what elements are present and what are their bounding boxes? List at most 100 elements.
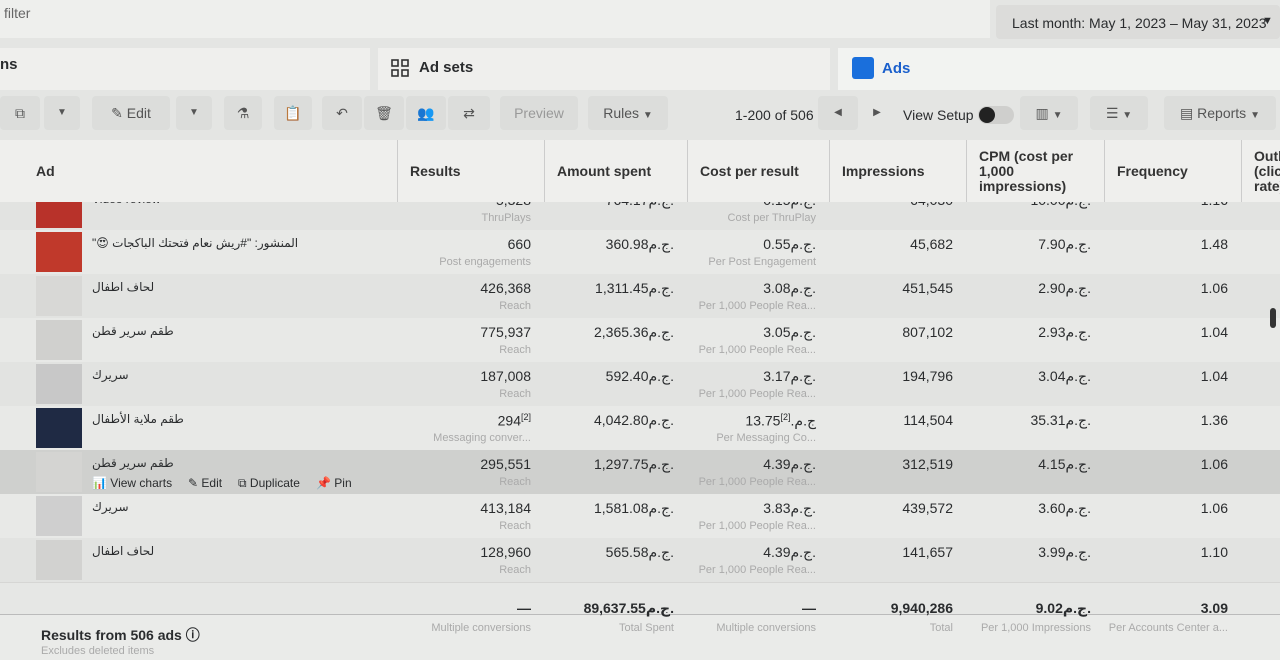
- tab[interactable]: [0, 48, 370, 90]
- cell-results: 413,184: [398, 500, 531, 516]
- frequency-value: 1.36: [1200, 412, 1228, 428]
- column-header[interactable]: Amount spent: [545, 140, 688, 202]
- cpr-subtext: Per 1,000 People Rea...: [698, 564, 816, 576]
- ad-name[interactable]: طقم سرير قطن: [92, 324, 174, 338]
- frequency-value: 1.06: [1200, 456, 1228, 472]
- ad-name[interactable]: لحاف اطفال: [92, 280, 155, 294]
- table-row[interactable]: طقم سرير قطن 295,551 Reach 1,297.75ج.م. 4.39…: [0, 450, 1280, 495]
- table-row[interactable]: لحاف اطفال 426,368 Reach 1,311.45ج.م. 3.08ج.…: [0, 274, 1280, 319]
- impressions-value: 141,657: [902, 544, 953, 560]
- cell-results: 775,937: [398, 324, 531, 340]
- date-picker[interactable]: [996, 5, 1280, 39]
- cell-cpr: 4.39ج.م.: [688, 456, 816, 473]
- cpr-value: 0.55ج.م.: [763, 236, 816, 252]
- ad-name[interactable]: طقم ملاية الأطفال: [92, 412, 184, 426]
- ad-name[interactable]: لحاف اطفال: [92, 544, 155, 558]
- spent-value: 1,581.08ج.م.: [594, 500, 674, 516]
- cell-impressions: 114,504: [830, 412, 953, 428]
- row-action[interactable]: 📊 View charts: [92, 476, 173, 490]
- ad-name[interactable]: سريرك: [92, 368, 129, 382]
- delete-button[interactable]: 🗑: [364, 96, 404, 130]
- cell-impressions: 312,519: [830, 456, 953, 472]
- cell-results: 660: [398, 236, 531, 252]
- dropdown-button[interactable]: ▼: [44, 96, 80, 130]
- cell-spent: 764.17ج.م.: [545, 202, 674, 209]
- cell-cpr: 3.05ج.م.: [688, 324, 816, 341]
- cell-frequency: 1.04: [1105, 324, 1228, 340]
- ad-name[interactable]: طقم سرير قطن: [92, 456, 174, 470]
- column-header[interactable]: Impressions: [830, 140, 967, 202]
- ad-name[interactable]: المنشور: "#ريش نعام فتحتك الباكجات 😍": [92, 236, 299, 250]
- row-action[interactable]: 📌 Pin: [316, 476, 352, 490]
- cell-results: 426,368: [398, 280, 531, 296]
- tab[interactable]: [378, 48, 830, 90]
- rules-button[interactable]: Rules ▼: [588, 96, 668, 130]
- column-header[interactable]: Results: [398, 140, 545, 202]
- dropdown-button[interactable]: ▼: [176, 96, 212, 130]
- footer-spent-subtext: Total Spent: [618, 622, 674, 634]
- cell-cpm: 3.04ج.م.: [967, 368, 1091, 385]
- edit-button[interactable]: ✎ Edit: [92, 96, 170, 130]
- column-header[interactable]: Ad: [24, 140, 398, 202]
- column-header[interactable]: CPM (cost per 1,000 impressions): [967, 140, 1105, 202]
- ad-thumbnail: [36, 408, 82, 448]
- cell-spent: 565.58ج.م.: [545, 544, 674, 561]
- cpm-value: 4.15ج.م.: [1038, 456, 1091, 472]
- ad-name[interactable]: Video review: [92, 202, 160, 206]
- table-row[interactable]: سريرك 187,008 Reach 592.40ج.م. 3.17ج.م. Per 1…: [0, 362, 1280, 407]
- tab-label: Ad sets: [419, 59, 474, 76]
- table-row[interactable]: سريرك 413,184 Reach 1,581.08ج.م. 3.83ج.م. Per…: [0, 494, 1280, 539]
- table-row[interactable]: طقم ملاية الأطفال 294[2] Messaging conver.…: [0, 406, 1280, 451]
- footer-label-text: Results from 506 ads: [41, 627, 182, 643]
- row-action[interactable]: ⧉ Duplicate: [238, 476, 300, 490]
- cell-spent: 4,042.80ج.م.: [545, 412, 674, 429]
- prev-page[interactable]: ◀: [818, 96, 858, 130]
- cpr-subtext: Per Messaging Co...: [716, 432, 816, 444]
- column-header[interactable]: Outb (clic rate): [1242, 140, 1280, 202]
- cpr-subtext: Per 1,000 People Rea...: [698, 388, 816, 400]
- spent-value: 764.17ج.م.: [606, 202, 674, 208]
- filter-bar[interactable]: [0, 0, 990, 38]
- footer-frequency-subtext: Per Accounts Center a...: [1108, 622, 1228, 634]
- ads-icon: [852, 57, 874, 79]
- reports-button[interactable]: ▤ Reports ▼: [1164, 96, 1276, 130]
- next-page[interactable]: ▶: [873, 107, 881, 118]
- table-row[interactable]: المنشور: "#ريش نعام فتحتك الباكجات 😍" 660…: [0, 230, 1280, 275]
- cell-results: 187,008: [398, 368, 531, 384]
- table-row[interactable]: Video review 5,328 ThruPlays 764.17ج.م. 0.15…: [0, 202, 1280, 231]
- table-row[interactable]: طقم سرير قطن 775,937 Reach 2,365.36ج.م. 3.05…: [0, 318, 1280, 363]
- breakdown-button[interactable]: ☰ ▼: [1090, 96, 1148, 130]
- column-header[interactable]: Frequency: [1105, 140, 1242, 202]
- results-subtext: Post engagements: [439, 256, 531, 268]
- table-row[interactable]: لحاف اطفال 128,960 Reach 565.58ج.م. 4.39ج.م.…: [0, 538, 1280, 583]
- export-button[interactable]: ⇄: [448, 96, 490, 130]
- clipboard-button[interactable]: 📋: [274, 96, 312, 130]
- column-title: Ad: [36, 162, 55, 179]
- frequency-value: 1.10: [1200, 544, 1228, 560]
- row-action-label: Duplicate: [249, 476, 300, 490]
- view-setup-toggle[interactable]: [978, 106, 1014, 124]
- ad-name[interactable]: سريرك: [92, 500, 129, 514]
- ad-thumbnail: [36, 364, 82, 404]
- column-header[interactable]: Cost per result: [688, 140, 830, 202]
- preview-button[interactable]: Preview: [500, 96, 578, 130]
- tab-active[interactable]: [838, 48, 1280, 90]
- scrollbar[interactable]: [1270, 308, 1276, 328]
- impressions-value: 312,519: [902, 456, 953, 472]
- row-action[interactable]: ✎ Edit: [188, 476, 223, 490]
- results-subtext: ThruPlays: [481, 212, 531, 224]
- cell-spent: 360.98ج.م.: [545, 236, 674, 253]
- audience-button[interactable]: 👥: [406, 96, 446, 130]
- column-title: Results: [410, 162, 461, 179]
- cell-frequency: 1.04: [1105, 368, 1228, 384]
- column-title: Cost per result: [700, 162, 799, 179]
- cpr-value: 3.83ج.م.: [763, 500, 816, 516]
- undo-button[interactable]: ↶: [322, 96, 362, 130]
- duplicate-button[interactable]: ⧉: [0, 96, 40, 130]
- test-button[interactable]: ⚗: [224, 96, 262, 130]
- columns-button[interactable]: ▥ ▼: [1020, 96, 1078, 130]
- cpr-value: 4.39ج.م.: [763, 544, 816, 560]
- cpr-value: 3.05ج.م.: [763, 324, 816, 340]
- impressions-value: 64,030: [910, 202, 953, 208]
